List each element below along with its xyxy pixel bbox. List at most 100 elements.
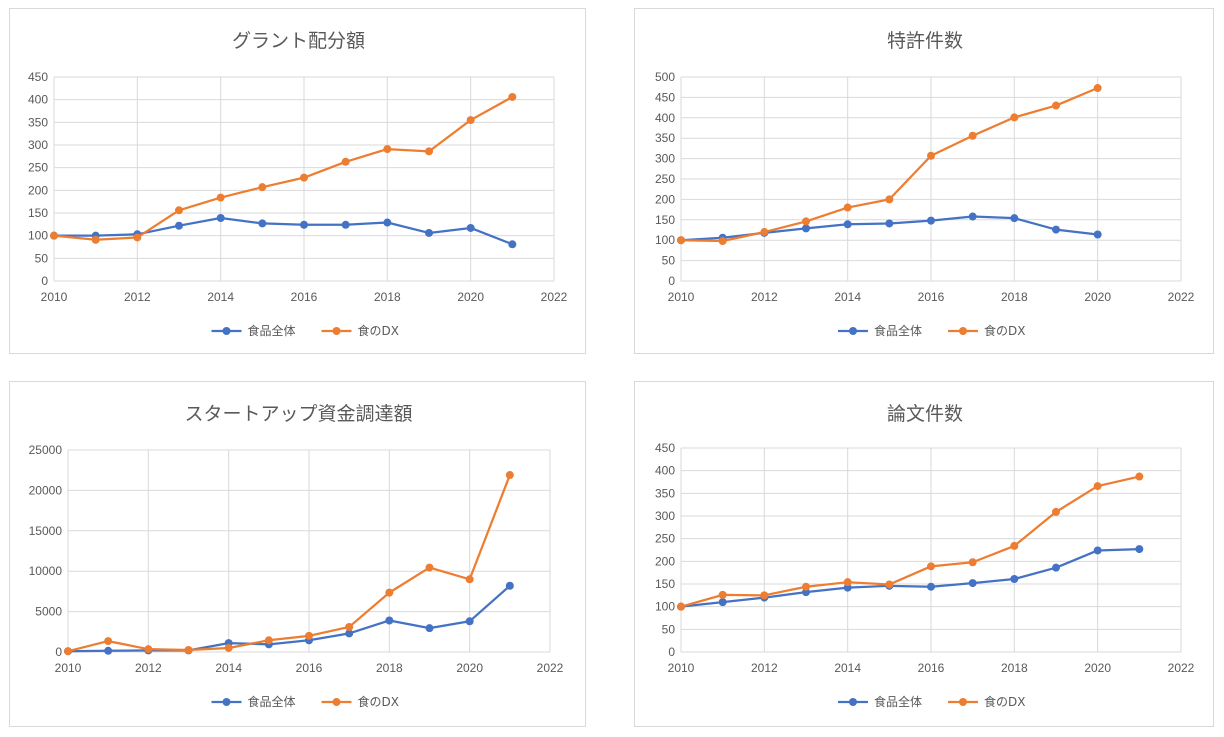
x-tick-label: 2022 xyxy=(537,661,564,675)
data-point-food-all xyxy=(425,228,433,237)
x-tick-label: 2016 xyxy=(296,661,323,675)
data-point-food-all xyxy=(216,213,225,222)
data-point-food-dx xyxy=(1010,113,1019,122)
x-tick-label: 2010 xyxy=(41,290,68,304)
data-point-food-dx xyxy=(677,602,685,611)
x-tick-label: 2020 xyxy=(457,290,484,304)
y-tick-label: 50 xyxy=(35,251,49,265)
data-point-food-dx xyxy=(968,558,977,567)
data-point-food-all xyxy=(345,629,354,638)
data-point-food-dx xyxy=(1052,101,1060,110)
data-point-food-dx xyxy=(184,645,193,654)
data-point-food-dx xyxy=(216,193,225,202)
y-tick-label: 100 xyxy=(655,233,675,247)
x-tick-label: 2014 xyxy=(834,290,861,304)
data-point-food-all xyxy=(465,617,474,626)
data-point-food-dx xyxy=(505,471,514,480)
data-point-food-all xyxy=(1052,225,1060,234)
y-tick-label: 250 xyxy=(655,532,675,546)
chart-title: 論文件数 xyxy=(887,403,963,425)
data-point-food-dx xyxy=(1052,507,1060,516)
legend-marker-food-dx xyxy=(959,327,967,335)
data-point-food-dx xyxy=(341,157,350,166)
chart-patent: 特許件数 0 50 100 150 200 250 300 350 400 450 500 2010 20… xyxy=(655,30,1195,338)
y-tick-label: 350 xyxy=(655,131,675,145)
series-line-food-dx xyxy=(67,474,511,653)
y-tick-label: 350 xyxy=(28,115,48,129)
data-point-food-dx xyxy=(508,92,517,101)
x-tick-label: 2018 xyxy=(374,290,401,304)
data-point-food-all xyxy=(1052,563,1060,572)
legend-marker-food-all xyxy=(222,327,231,335)
y-tick-label: 400 xyxy=(655,464,675,478)
data-point-food-dx xyxy=(843,203,852,212)
data-point-food-dx xyxy=(760,228,769,237)
x-tick-label: 2012 xyxy=(124,290,151,304)
legend-marker-food-all xyxy=(222,698,231,706)
data-point-food-dx xyxy=(802,582,810,591)
data-point-food-dx xyxy=(885,195,894,204)
chart-title: グラント配分額 xyxy=(232,30,365,52)
data-point-food-dx xyxy=(305,631,313,640)
y-tick-label: 150 xyxy=(655,213,675,227)
data-point-food-dx xyxy=(383,145,392,154)
y-tick-label: 10000 xyxy=(29,564,63,578)
legend-label: 食のDX xyxy=(358,694,399,709)
data-point-food-all xyxy=(843,220,852,229)
y-tick-label: 450 xyxy=(655,90,675,104)
x-tick-label: 2020 xyxy=(1084,661,1111,675)
x-tick-label: 2016 xyxy=(291,290,318,304)
data-point-food-all xyxy=(968,212,977,221)
legend-label: 食品全体 xyxy=(874,323,922,338)
data-point-food-all xyxy=(508,240,517,249)
chart-title: 特許件数 xyxy=(887,30,963,52)
y-tick-label: 0 xyxy=(668,645,675,659)
y-tick-label: 50 xyxy=(662,622,676,636)
y-tick-label: 300 xyxy=(655,152,675,166)
legend-label: 食品全体 xyxy=(874,694,922,709)
y-tick-label: 300 xyxy=(28,138,48,152)
chart-startup: スタートアップ資金調達額 0 5000 10000 15000 20000 25000 201… xyxy=(29,403,564,709)
x-tick-label: 2018 xyxy=(1001,290,1028,304)
data-point-food-dx xyxy=(258,183,267,192)
x-tick-label: 2022 xyxy=(1168,661,1195,675)
x-tick-label: 2010 xyxy=(55,661,82,675)
data-point-food-all xyxy=(1093,230,1102,239)
data-point-food-all xyxy=(505,581,514,590)
data-point-food-dx xyxy=(224,643,233,652)
data-point-food-all xyxy=(1010,575,1019,584)
data-point-food-dx xyxy=(1135,472,1144,481)
y-tick-label: 5000 xyxy=(35,605,62,619)
legend-label: 食のDX xyxy=(984,694,1025,709)
data-point-food-dx xyxy=(718,590,727,599)
series-line-food-all xyxy=(54,216,513,246)
data-point-food-dx xyxy=(425,147,433,156)
series-line-food-all xyxy=(67,584,511,653)
data-point-food-dx xyxy=(927,151,935,160)
y-tick-label: 400 xyxy=(655,111,675,125)
x-tick-label: 2012 xyxy=(135,661,162,675)
chart-title: スタートアップ資金調達額 xyxy=(184,403,412,425)
data-point-food-dx xyxy=(385,588,394,597)
data-point-food-all xyxy=(466,223,475,232)
legend-label: 食のDX xyxy=(984,323,1025,338)
x-tick-label: 2020 xyxy=(456,661,483,675)
data-point-food-dx xyxy=(466,116,475,125)
data-point-food-dx xyxy=(1093,84,1102,93)
x-tick-label: 2018 xyxy=(1001,661,1028,675)
data-point-food-all xyxy=(383,218,392,227)
y-tick-label: 15000 xyxy=(29,524,63,538)
x-tick-label: 2022 xyxy=(1168,290,1195,304)
series-line-food-dx xyxy=(53,95,513,241)
y-tick-label: 25000 xyxy=(29,443,63,457)
series-line-food-all xyxy=(680,547,1140,608)
chart-panel-paper: 論文件数 0 50 100 150 200 250 300 350 400 450 2010 2012 2… xyxy=(634,381,1214,727)
data-point-food-dx xyxy=(345,622,354,631)
data-point-food-dx xyxy=(760,591,769,600)
x-tick-label: 2014 xyxy=(207,290,234,304)
data-point-food-all xyxy=(175,221,183,230)
y-tick-label: 100 xyxy=(655,600,675,614)
y-tick-label: 150 xyxy=(28,206,48,220)
x-tick-label: 2014 xyxy=(834,661,861,675)
data-point-food-all xyxy=(802,224,810,233)
